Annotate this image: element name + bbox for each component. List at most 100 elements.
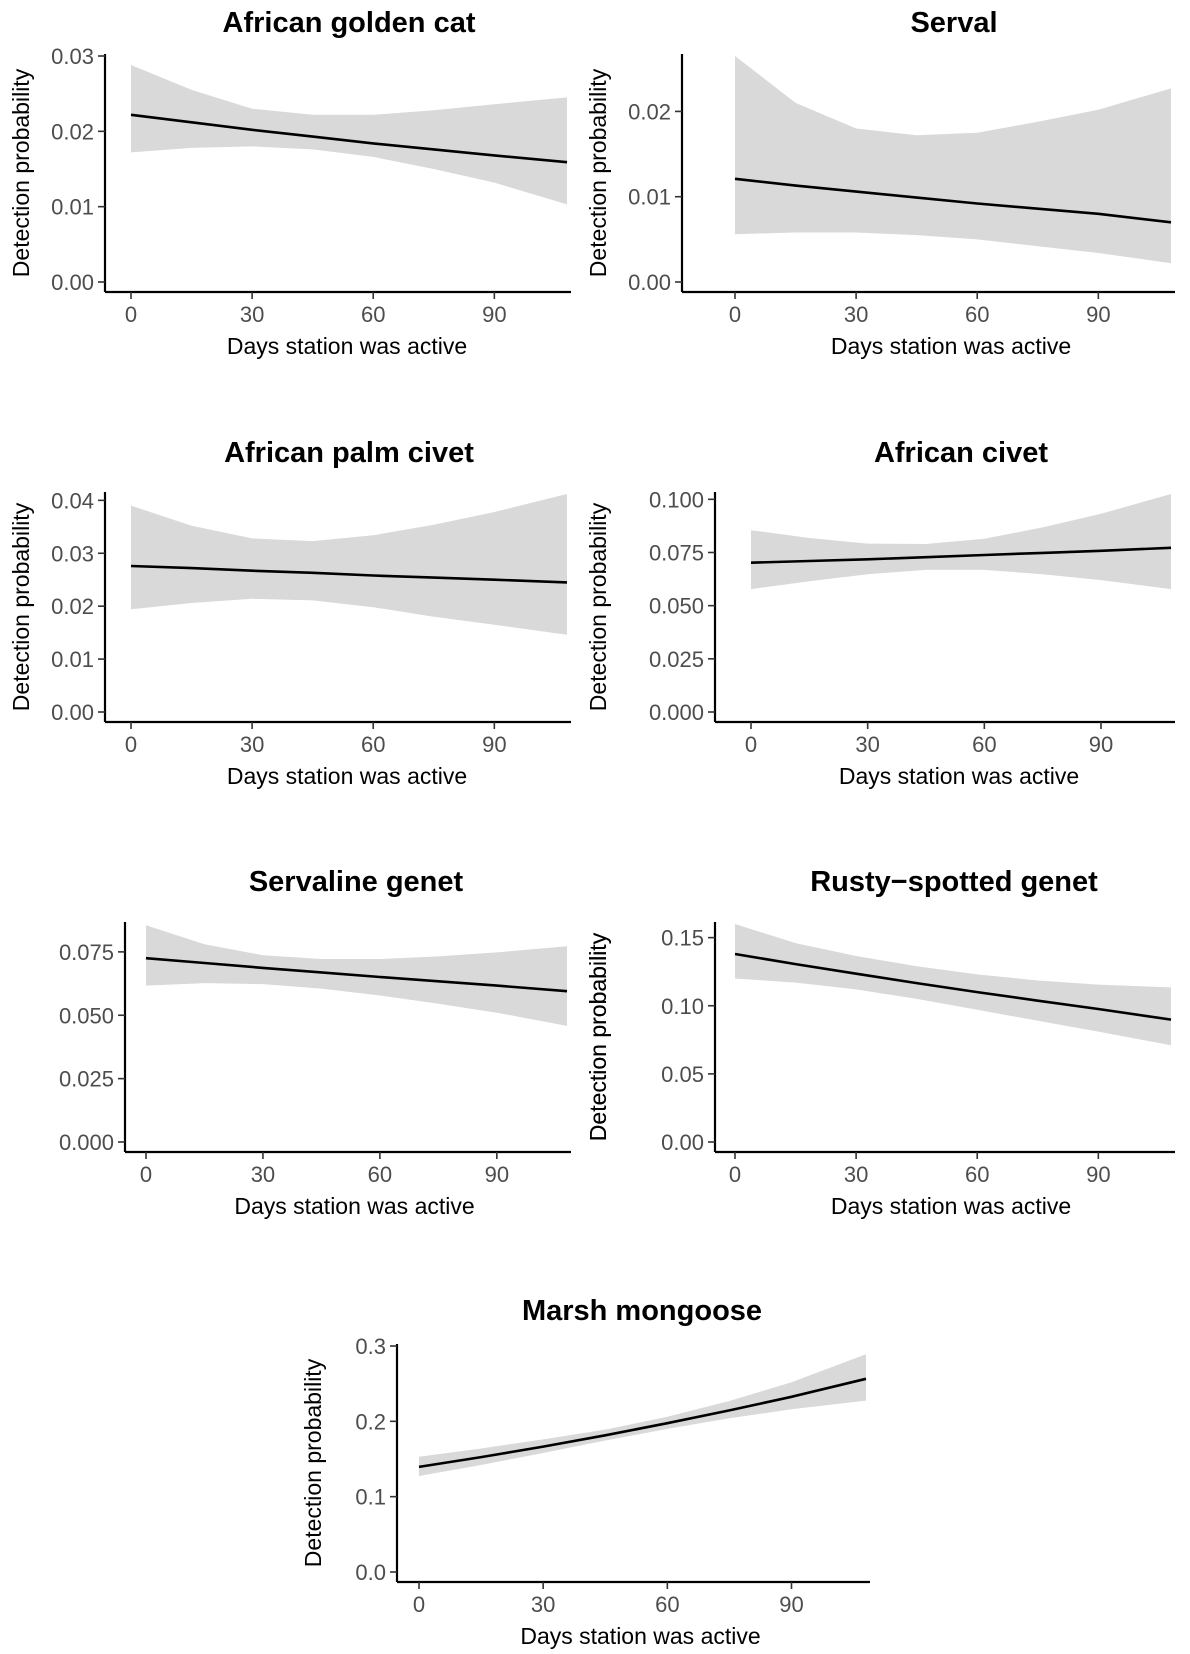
x-tick-label: 60	[655, 1592, 679, 1617]
x-tick-label: 30	[531, 1592, 555, 1617]
x-tick-label: 90	[1086, 302, 1110, 327]
x-axis-label: Days station was active	[227, 333, 467, 359]
confidence-band	[419, 1354, 866, 1476]
fit-line	[418, 1377, 867, 1469]
y-axis-label: Detection probability	[300, 1358, 326, 1567]
y-tick-label: 0.000	[59, 1130, 114, 1155]
x-tick-label: 30	[240, 302, 264, 327]
x-tick-label: 0	[125, 732, 137, 757]
panel-title: African palm civet	[224, 437, 474, 469]
panel-title: African golden cat	[223, 7, 476, 39]
x-tick-label: 60	[368, 1162, 392, 1187]
x-tick-label: 30	[855, 732, 879, 757]
x-tick-label: 0	[413, 1592, 425, 1617]
x-tick-label: 30	[251, 1162, 275, 1187]
y-tick-label: 0.050	[649, 594, 704, 619]
y-tick-label: 0.02	[628, 99, 671, 124]
y-tick-label: 0.075	[649, 540, 704, 565]
x-tick-label: 90	[1086, 1162, 1110, 1187]
x-tick-label: 90	[485, 1162, 509, 1187]
fit-line	[130, 113, 568, 164]
y-tick-label: 0.01	[51, 195, 94, 220]
x-tick-label: 90	[1089, 732, 1113, 757]
y-tick-label: 0.03	[51, 541, 94, 566]
y-axis-label: Detection probability	[8, 502, 34, 711]
panel-title: Rusty−spotted genet	[810, 866, 1098, 898]
confidence-band	[131, 65, 567, 205]
panel-4: African civet 0.000 0.025 0.050 0.075 0.100 0 3…	[585, 437, 1175, 789]
panel-6: Rusty−spotted genet 0.00 0.05 0.10 0.15 0 30 60…	[585, 866, 1175, 1219]
x-tick-label: 30	[844, 302, 868, 327]
x-tick-label: 60	[361, 302, 385, 327]
y-tick-label: 0.01	[628, 185, 671, 210]
x-tick-label: 0	[125, 302, 137, 327]
x-tick-label: 90	[482, 302, 506, 327]
y-tick-label: 0.1	[355, 1485, 386, 1510]
x-axis-label: Days station was active	[839, 763, 1079, 789]
x-tick-label: 0	[729, 302, 741, 327]
y-tick-label: 0.100	[649, 487, 704, 512]
x-tick-label: 30	[844, 1162, 868, 1187]
confidence-band	[735, 924, 1171, 1046]
x-tick-label: 90	[779, 1592, 803, 1617]
x-tick-label: 60	[965, 302, 989, 327]
x-axis-label: Days station was active	[831, 1193, 1071, 1219]
panel-title: African civet	[874, 437, 1048, 469]
y-axis-label: Detection probability	[8, 68, 34, 277]
x-tick-label: 60	[965, 1162, 989, 1187]
y-tick-label: 0.00	[628, 270, 671, 295]
panel-title: Servaline genet	[249, 866, 464, 898]
y-tick-label: 0.04	[51, 488, 94, 513]
x-axis-label: Days station was active	[520, 1623, 760, 1649]
x-axis-label: Days station was active	[234, 1193, 474, 1219]
y-tick-label: 0.00	[661, 1130, 704, 1155]
y-axis-label: Detection probability	[585, 932, 611, 1141]
panel-title: Serval	[910, 7, 997, 39]
x-tick-label: 0	[745, 732, 757, 757]
y-tick-label: 0.0	[355, 1560, 386, 1585]
y-tick-label: 0.00	[51, 700, 94, 725]
x-tick-label: 30	[240, 732, 264, 757]
y-tick-label: 0.000	[649, 700, 704, 725]
confidence-band	[751, 494, 1171, 590]
y-tick-label: 0.03	[51, 44, 94, 69]
y-tick-label: 0.00	[51, 270, 94, 295]
panel-7: Marsh mongoose 0.0 0.1 0.2 0.3 0 30 60 90 Days st…	[300, 1295, 870, 1649]
x-tick-label: 60	[972, 732, 996, 757]
x-axis-label: Days station was active	[831, 333, 1071, 359]
fit-line	[130, 564, 568, 584]
y-axis-label: Detection probability	[585, 68, 611, 277]
y-tick-label: 0.15	[661, 926, 704, 951]
y-tick-label: 0.050	[59, 1003, 114, 1028]
y-tick-label: 0.075	[59, 940, 114, 965]
x-tick-label: 0	[729, 1162, 741, 1187]
x-tick-label: 60	[361, 732, 385, 757]
y-tick-label: 0.02	[51, 594, 94, 619]
fit-line	[734, 952, 1172, 1021]
fit-line	[750, 546, 1172, 564]
y-tick-label: 0.02	[51, 119, 94, 144]
y-tick-label: 0.025	[59, 1067, 114, 1092]
confidence-band	[735, 56, 1171, 264]
y-axis-label: Detection probability	[585, 932, 611, 1141]
y-tick-label: 0.05	[661, 1062, 704, 1087]
y-tick-label: 0.025	[649, 647, 704, 672]
y-tick-label: 0.3	[355, 1334, 386, 1359]
panel-title: Marsh mongoose	[522, 1295, 762, 1327]
y-tick-label: 0.10	[661, 994, 704, 1019]
fit-line	[145, 956, 568, 993]
fit-line	[734, 177, 1172, 224]
x-axis-label: Days station was active	[227, 763, 467, 789]
panel-2: Serval 0.00 0.01 0.02 0 30 60 90 Days station wa…	[585, 7, 1175, 359]
y-axis-label: Detection probability	[585, 502, 611, 711]
panel-1: African golden cat 0.00 0.01 0.02 0.03 0 30 60 9…	[8, 7, 571, 359]
panel-5: Servaline genet 0.000 0.025 0.050 0.075 0 30 60…	[59, 866, 611, 1219]
y-tick-label: 0.01	[51, 647, 94, 672]
x-tick-label: 90	[482, 732, 506, 757]
panel-3: African palm civet 0.00 0.01 0.02 0.03 0.04 0 3…	[8, 437, 571, 789]
confidence-band	[131, 494, 567, 635]
y-tick-label: 0.2	[355, 1409, 386, 1434]
x-tick-label: 0	[140, 1162, 152, 1187]
